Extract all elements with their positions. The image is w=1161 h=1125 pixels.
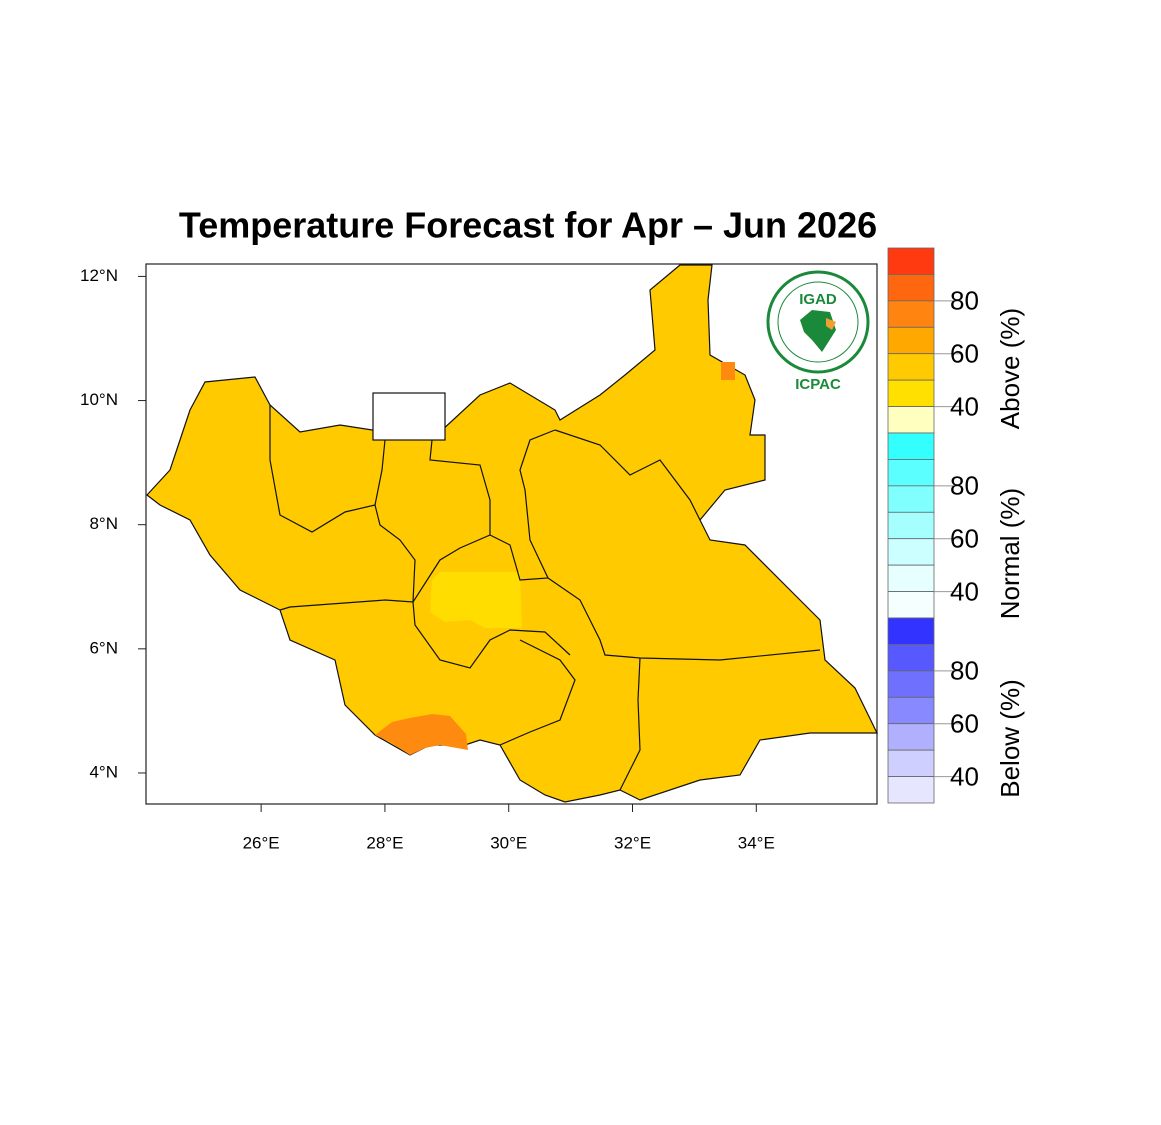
x-tick-label: 34°E [738,833,775,852]
colorbar-box [887,300,935,328]
colorbar-box [887,485,935,513]
colorbar-box [887,617,935,645]
colorbar-box [887,749,935,777]
logo: IGAD ICPAC [766,270,870,393]
colorbar-box [887,511,935,540]
colorbar-label: 60 [950,709,979,739]
state-border [489,429,556,581]
colorbar-label: 40 [950,576,979,606]
forecast-patch [430,572,522,628]
colorbar-box [887,723,935,751]
x-tick-label: 28°E [366,833,403,852]
colorbar-label: 40 [950,761,979,791]
colorbar-box [887,326,935,355]
colorbar-box [887,696,935,725]
state-border [554,429,701,521]
forecast-patch [375,714,468,755]
colorbar-group-label: Above (%) [995,308,1025,429]
logo-name: IGAD [799,291,837,308]
colorbar-box [887,564,935,592]
colorbar-box [887,406,935,434]
map-title: Temperature Forecast for Apr – Jun 2026 [179,205,877,246]
y-tick-label: 8°N [89,514,118,533]
y-tick-label: 6°N [89,638,118,657]
colorbar-label: 80 [950,656,979,686]
abyei-area [372,392,446,441]
colorbar-label: 40 [950,391,979,421]
colorbar-box [887,353,935,381]
logo-ring [777,281,859,363]
state-border [619,657,641,791]
country [146,264,878,803]
colorbar-box [887,432,935,460]
colorbar-box [887,644,935,672]
colorbar-group-label: Normal (%) [995,488,1025,619]
y-tick-label: 10°N [80,390,118,409]
colorbar-group-label: Below (%) [995,679,1025,797]
state-border [279,504,416,611]
logo-org: ICPAC [795,376,841,393]
state-border [412,439,571,669]
colorbar-box [887,379,935,407]
colorbar-box [887,247,935,275]
colorbar-label: 80 [950,286,979,316]
colorbar-box [887,459,935,487]
y-tick-label: 12°N [80,266,118,285]
colorbar-box [887,591,935,619]
colorbar-box [887,274,935,302]
state-border [547,577,821,661]
colorbar-box [887,776,935,804]
colorbar-label: 60 [950,339,979,369]
x-tick-label: 30°E [490,833,527,852]
state-border [499,639,576,746]
logo-map [826,318,836,330]
y-tick-label: 4°N [89,762,118,781]
colorbar-label: 80 [950,471,979,501]
colorbar-label: 60 [950,524,979,554]
forecast-patch [721,362,735,380]
colorbar-box [887,670,935,698]
x-tick-label: 32°E [614,833,651,852]
x-tick-label: 26°E [243,833,280,852]
colorbar-box [887,538,935,566]
state-border [269,405,386,533]
